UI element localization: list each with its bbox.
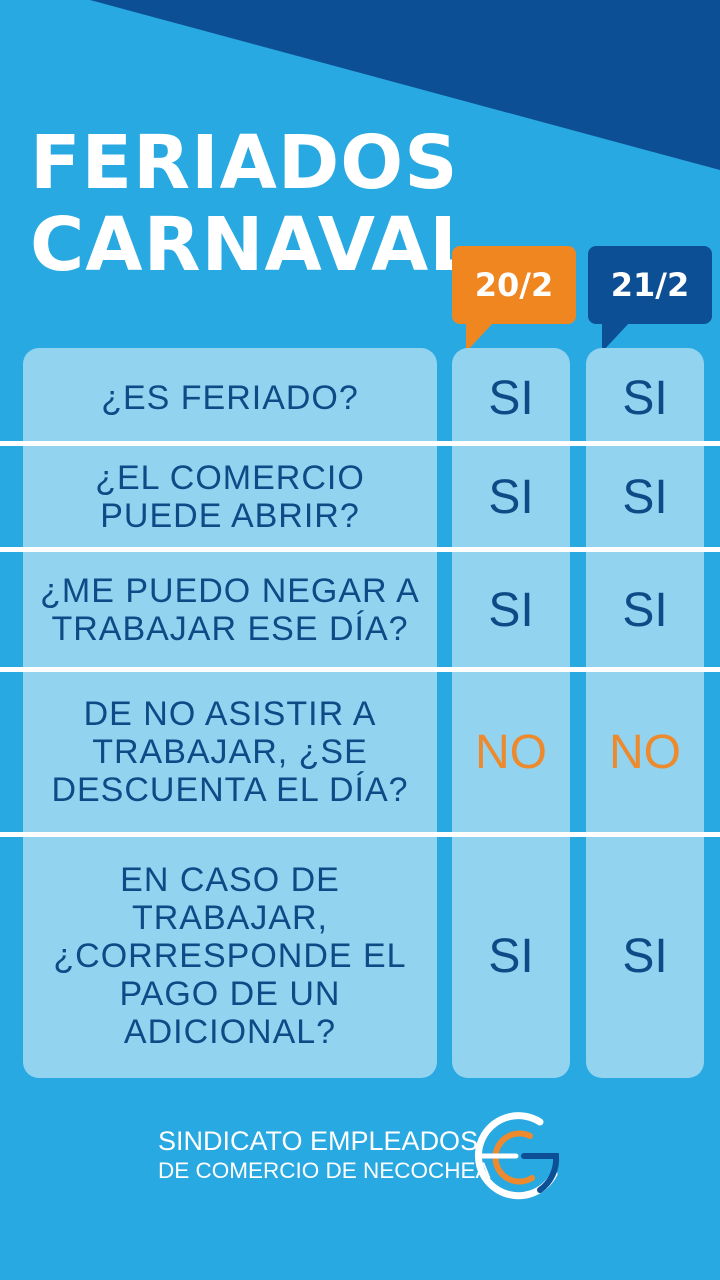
footer-line-1: SINDICATO EMPLEADOS bbox=[158, 1126, 479, 1156]
question-text: DE NO ASISTIR A TRABAJAR, ¿SE DESCUENTA … bbox=[51, 695, 409, 809]
questions-panel bbox=[23, 348, 437, 1078]
answers-panel-1 bbox=[452, 348, 570, 1078]
answer-date-2: NO bbox=[609, 725, 681, 779]
row-divider bbox=[0, 547, 720, 552]
table-row: ¿ES FERIADO? SI SI bbox=[0, 354, 720, 442]
footer-organization: SINDICATO EMPLEADOS DE COMERCIO DE NECOC… bbox=[158, 1126, 491, 1186]
question-text: ¿EL COMERCIO PUEDE ABRIR? bbox=[95, 459, 365, 535]
question-text: EN CASO DE TRABAJAR, ¿CORRESPONDE EL PAG… bbox=[53, 861, 407, 1051]
question-text: ¿ME PUEDO NEGAR A TRABAJAR ESE DÍA? bbox=[40, 572, 420, 648]
speech-tail-icon bbox=[602, 322, 630, 352]
page-title: FERIADOS CARNAVAL bbox=[30, 122, 477, 286]
answer-date-1: SI bbox=[488, 583, 534, 637]
answer-date-1: SI bbox=[488, 470, 534, 524]
row-divider bbox=[0, 667, 720, 672]
answer-date-2: SI bbox=[622, 371, 668, 425]
table-row: DE NO ASISTIR A TRABAJAR, ¿SE DESCUENTA … bbox=[0, 672, 720, 832]
sindicato-logo-icon bbox=[475, 1112, 560, 1200]
answer-date-1: SI bbox=[488, 371, 534, 425]
corner-decoration bbox=[90, 0, 720, 170]
speech-tail-icon bbox=[466, 322, 494, 352]
date-badge-1: 20/2 bbox=[452, 246, 576, 352]
answer-date-2: SI bbox=[622, 583, 668, 637]
row-divider bbox=[0, 832, 720, 837]
answers-panel-2 bbox=[586, 348, 704, 1078]
answer-date-2: SI bbox=[622, 929, 668, 983]
row-divider bbox=[0, 441, 720, 446]
table-row: EN CASO DE TRABAJAR, ¿CORRESPONDE EL PAG… bbox=[0, 837, 720, 1075]
title-line-2: CARNAVAL bbox=[30, 202, 478, 288]
answer-date-1: SI bbox=[488, 929, 534, 983]
answer-date-1: NO bbox=[475, 725, 547, 779]
footer-line-2: DE COMERCIO DE NECOCHEA bbox=[158, 1158, 491, 1183]
question-text: ¿ES FERIADO? bbox=[101, 379, 359, 417]
table-row: ¿ME PUEDO NEGAR A TRABAJAR ESE DÍA? SI S… bbox=[0, 552, 720, 668]
table-row: ¿EL COMERCIO PUEDE ABRIR? SI SI bbox=[0, 446, 720, 548]
title-line-1: FERIADOS bbox=[30, 120, 459, 206]
date-label-1: 20/2 bbox=[474, 266, 554, 304]
date-label-2: 21/2 bbox=[610, 266, 690, 304]
date-badge-2: 21/2 bbox=[588, 246, 712, 352]
answer-date-2: SI bbox=[622, 470, 668, 524]
